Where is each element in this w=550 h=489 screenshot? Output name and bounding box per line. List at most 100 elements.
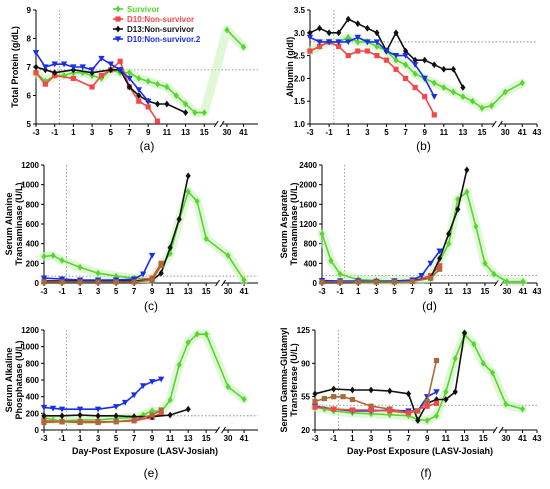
series-5 [41, 262, 164, 285]
y-tick-label: 1200 [299, 220, 317, 229]
x-tick-label: 15 [478, 128, 487, 137]
data-point [364, 24, 370, 32]
data-point [113, 279, 119, 285]
series-line [44, 264, 162, 283]
data-point [436, 248, 443, 255]
data-point [424, 403, 430, 409]
data-point [185, 172, 191, 180]
y-tick-label: 200 [26, 409, 40, 418]
panel-label: (b) [416, 139, 431, 153]
x-tick-label: 41 [518, 434, 527, 443]
x-tick-label: 15 [480, 287, 489, 296]
data-point [460, 84, 466, 91]
panel-label: (c) [144, 299, 158, 313]
data-point [52, 69, 58, 77]
series-line [314, 402, 437, 414]
data-point [41, 279, 47, 285]
data-point [167, 396, 173, 404]
data-point [340, 394, 346, 400]
data-point [240, 43, 247, 51]
data-point [482, 259, 488, 267]
data-point [412, 84, 418, 91]
legend-label: D13:Non-survivor [127, 25, 194, 34]
data-point [503, 400, 509, 408]
data-point [135, 87, 143, 93]
data-point [319, 279, 325, 285]
x-tick-label: -1 [326, 128, 334, 137]
data-point [402, 47, 409, 55]
series-1 [39, 187, 249, 285]
data-point [418, 273, 425, 279]
axis-break-mark [492, 426, 498, 434]
data-point [95, 419, 101, 426]
x-tick-label: 15 [200, 128, 209, 137]
x-tick-label: -3 [311, 434, 319, 443]
data-point [433, 396, 440, 403]
data-point [349, 407, 355, 413]
data-point [335, 39, 342, 46]
x-tick-label: 5 [114, 434, 119, 443]
x-tick-label: 43 [533, 128, 542, 137]
x-tick-label: 41 [518, 128, 527, 137]
data-point [158, 269, 164, 277]
data-point [98, 75, 105, 82]
y-tick-label: 20 [301, 426, 310, 435]
data-point [70, 64, 77, 71]
axis-break-mark [221, 279, 226, 287]
data-point [402, 53, 409, 59]
axis-break-mark [215, 426, 220, 434]
x-tick-label: 7 [406, 434, 411, 443]
series-3 [33, 63, 189, 116]
data-point [424, 417, 430, 424]
data-point [182, 109, 189, 116]
x-tick-label: 11 [440, 128, 449, 137]
data-point [139, 383, 147, 390]
data-point [192, 109, 198, 116]
axis-break-mark [491, 120, 497, 128]
x-tick-label: 1 [356, 287, 361, 296]
data-point [316, 39, 323, 46]
data-point [139, 271, 147, 278]
data-point [405, 412, 412, 420]
data-point [446, 230, 452, 238]
data-point [328, 257, 334, 265]
data-point [194, 330, 200, 338]
data-point [446, 240, 452, 248]
x-tick-label: 11 [442, 434, 451, 443]
data-point [427, 260, 434, 267]
data-point [126, 69, 133, 77]
x-tick-label: 30 [501, 128, 510, 137]
series-line [314, 334, 523, 422]
data-point [225, 383, 231, 391]
data-point [469, 97, 476, 105]
data-point [471, 340, 477, 348]
y-tick-label: 7 [27, 63, 32, 72]
series-2 [33, 58, 161, 124]
data-point [60, 61, 68, 68]
data-point [41, 412, 47, 420]
data-point [145, 77, 151, 85]
data-point [58, 406, 66, 413]
data-point [176, 215, 182, 223]
data-point [391, 279, 398, 285]
data-point [140, 411, 146, 419]
data-point [374, 53, 380, 59]
panel-label: (e) [144, 466, 159, 480]
axis-break-mark [497, 120, 503, 128]
data-point [437, 266, 443, 272]
data-point [326, 29, 332, 37]
legend-marker [115, 16, 121, 22]
data-point [307, 29, 313, 37]
data-point [452, 355, 458, 362]
x-tick-label: 43 [533, 434, 542, 443]
x-tick-label: 1 [350, 434, 355, 443]
y-tick-label: 0 [313, 279, 318, 288]
data-point [131, 417, 137, 423]
data-point [89, 84, 95, 90]
data-point [349, 386, 355, 394]
x-tick-label: 15 [479, 434, 488, 443]
data-point [77, 411, 83, 419]
y-tick-label: 400 [26, 393, 40, 402]
